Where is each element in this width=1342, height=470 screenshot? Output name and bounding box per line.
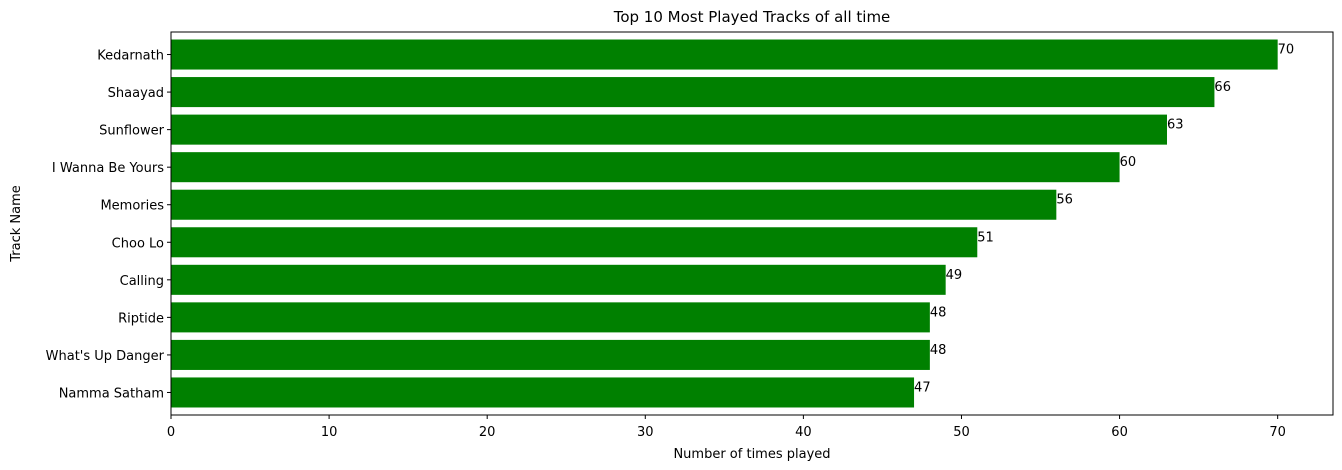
x-tick-label: 50 [953,425,970,440]
y-axis-label: Track Name [9,185,24,263]
y-tick-label: Kedarnath [97,49,164,64]
data-label: 63 [1167,118,1184,133]
y-tick-label: Sunflower [99,124,165,139]
bar [171,77,1215,108]
x-axis: 0 10 20 30 40 50 60 70 [167,415,1286,440]
bars-group [171,39,1278,408]
y-tick-label: Shaayad [108,86,164,101]
x-tick-label: 60 [1111,425,1128,440]
bar [171,39,1278,70]
y-tick-label: Namma Satham [59,386,164,401]
data-labels-group: 70 66 63 60 56 51 49 48 48 47 [914,43,1294,396]
bar [171,302,930,333]
data-label: 49 [946,268,963,283]
chart-title: Top 10 Most Played Tracks of all time [613,8,891,26]
data-label: 70 [1278,43,1295,58]
data-label: 56 [1056,193,1073,208]
bar [171,152,1120,183]
data-label: 51 [977,230,994,245]
data-label: 60 [1120,155,1137,170]
bar [171,189,1057,220]
bar [171,114,1167,145]
y-tick-label: What's Up Danger [46,349,165,364]
y-tick-label: Riptide [118,311,164,326]
y-tick-label: Memories [100,199,164,214]
y-tick-label: Calling [120,274,164,289]
x-tick-label: 10 [321,425,338,440]
bar [171,377,915,408]
x-tick-label: 70 [1269,425,1286,440]
bar [171,227,978,258]
bar [171,339,930,370]
x-tick-label: 30 [637,425,654,440]
x-axis-label: Number of times played [673,447,830,462]
x-tick-label: 0 [167,425,175,440]
x-tick-label: 20 [479,425,496,440]
y-tick-label: Choo Lo [112,236,164,251]
data-label: 48 [930,343,947,358]
y-tick-label: I Wanna Be Yours [52,161,164,176]
x-tick-label: 40 [795,425,812,440]
plot-frame [170,31,1334,416]
data-label: 66 [1214,80,1231,95]
y-axis: Kedarnath Shaayad Sunflower I Wanna Be Your… [46,49,171,401]
data-label: 47 [914,380,931,395]
data-label: 48 [930,305,947,320]
bar [171,264,946,295]
